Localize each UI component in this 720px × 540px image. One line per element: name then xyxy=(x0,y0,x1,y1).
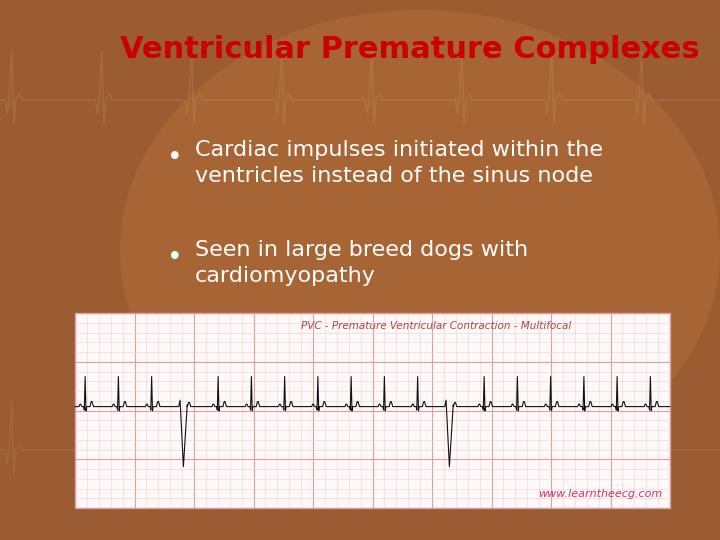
Ellipse shape xyxy=(120,10,720,490)
Text: •: • xyxy=(167,145,183,171)
Text: •: • xyxy=(167,245,183,271)
Bar xyxy=(75,313,670,508)
Text: www.learntheecg.com: www.learntheecg.com xyxy=(538,489,662,499)
Text: Seen in large breed dogs with
cardiomyopathy: Seen in large breed dogs with cardiomyop… xyxy=(195,240,528,286)
Text: Ventricular Premature Complexes: Ventricular Premature Complexes xyxy=(120,36,700,64)
Text: PVC - Premature Ventricular Contraction - Multifocal: PVC - Premature Ventricular Contraction … xyxy=(301,321,572,331)
Text: Cardiac impulses initiated within the
ventricles instead of the sinus node: Cardiac impulses initiated within the ve… xyxy=(195,140,603,186)
